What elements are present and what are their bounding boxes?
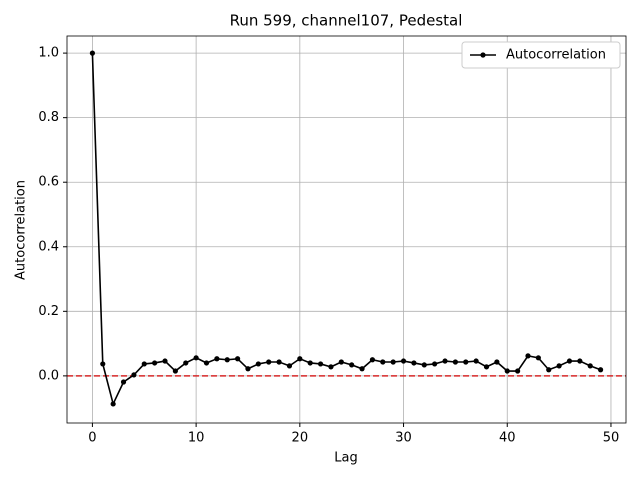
- data-point: [515, 368, 521, 374]
- data-point: [525, 353, 531, 359]
- data-point: [369, 357, 376, 363]
- data-point: [120, 379, 127, 385]
- x-tick-label: 40: [499, 431, 516, 446]
- data-point: [203, 360, 210, 366]
- data-point: [141, 361, 147, 367]
- data-point: [494, 359, 500, 365]
- data-point: [359, 366, 365, 372]
- x-tick-label: 10: [188, 431, 205, 446]
- legend-label: Autocorrelation: [506, 48, 606, 63]
- data-point: [432, 361, 438, 367]
- x-tick-label: 20: [292, 431, 309, 446]
- data-point: [400, 358, 407, 364]
- data-point: [255, 361, 261, 367]
- data-point: [349, 362, 355, 368]
- y-tick-label: 0.0: [38, 368, 59, 383]
- data-point: [452, 359, 458, 365]
- x-axis-label: Lag: [334, 451, 357, 466]
- axes-frame: [66, 35, 627, 424]
- data-point: [442, 358, 448, 364]
- data-point: [566, 358, 573, 364]
- y-axis-label: Autocorrelation: [14, 180, 29, 280]
- data-point: [504, 368, 510, 374]
- data-point: [266, 359, 272, 365]
- data-point: [193, 355, 199, 361]
- data-point: [162, 358, 168, 364]
- chart-title: Run 599, channel107, Pedestal: [230, 12, 463, 30]
- data-point: [380, 359, 386, 365]
- data-point: [317, 361, 324, 367]
- data-point: [89, 50, 96, 56]
- data-point: [577, 358, 583, 364]
- data-point: [421, 362, 427, 368]
- data-point: [390, 359, 396, 365]
- data-point: [100, 361, 106, 367]
- data-point: [245, 366, 251, 372]
- data-point: [235, 356, 241, 362]
- legend-box: [461, 41, 621, 69]
- data-point: [131, 372, 137, 378]
- data-point: [587, 363, 593, 369]
- y-tick-label: 0.2: [38, 304, 59, 319]
- data-point: [183, 360, 189, 366]
- data-point: [483, 364, 490, 370]
- legend-marker: [480, 52, 486, 58]
- y-tick-label: 0.6: [38, 175, 59, 190]
- x-tick-label: 30: [395, 431, 412, 446]
- data-point: [411, 360, 417, 366]
- y-tick-label: 0.4: [38, 239, 59, 254]
- data-point: [535, 355, 541, 361]
- data-point: [152, 360, 158, 366]
- data-point: [597, 367, 604, 373]
- y-tick-label: 1.0: [38, 46, 59, 61]
- data-point: [328, 364, 334, 370]
- y-tick-label: 0.8: [38, 110, 59, 125]
- data-point: [224, 357, 230, 363]
- data-point: [463, 359, 469, 365]
- data-point: [214, 356, 220, 362]
- data-point: [110, 401, 116, 407]
- data-point: [546, 367, 552, 373]
- data-point: [276, 359, 282, 365]
- x-tick-label: 0: [88, 431, 96, 446]
- data-point: [172, 368, 178, 374]
- data-point: [286, 363, 293, 369]
- data-point: [556, 363, 562, 369]
- data-point: [297, 356, 303, 362]
- x-tick-label: 50: [603, 431, 620, 446]
- data-point: [307, 360, 313, 366]
- data-point: [473, 358, 479, 364]
- data-point: [338, 359, 344, 365]
